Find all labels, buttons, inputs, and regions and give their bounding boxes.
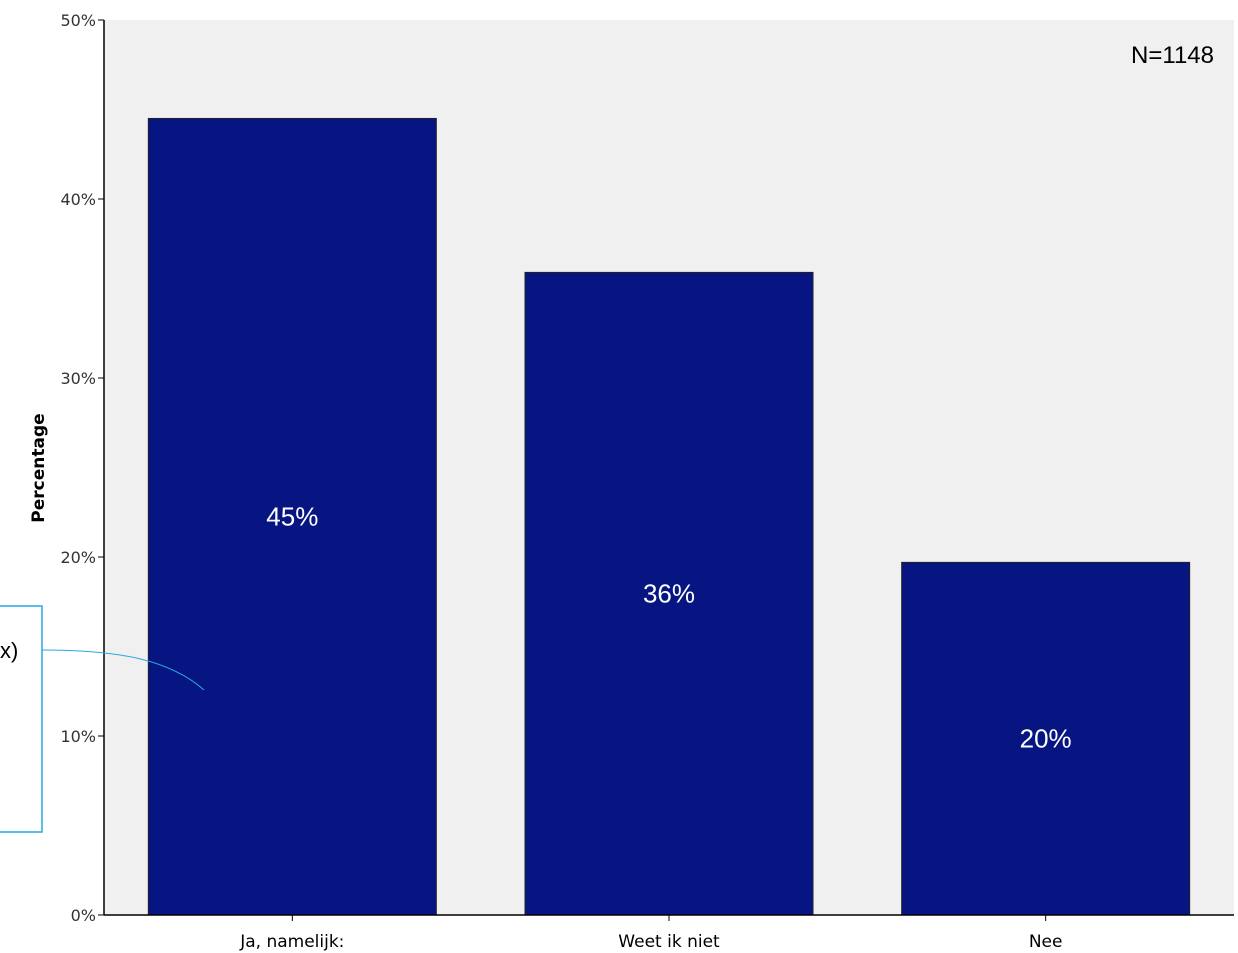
y-tick-label: 30% [60,369,96,388]
callout-text: x) [0,638,18,663]
callout: x) [0,605,205,833]
bar [524,271,814,916]
y-axis-title: Percentage [29,413,49,522]
callout-connector [41,649,205,691]
y-tick-label: 0% [71,906,96,925]
bar-data-label: 45% [266,502,318,532]
bar-data-label: 36% [643,579,695,609]
x-tick-label: Weet ik niet [618,932,720,952]
y-tick-label: 10% [60,727,96,746]
x-tick-label: Nee [1029,932,1063,952]
sample-size-annotation: N=1148 [1131,42,1214,69]
bar [147,117,437,916]
x-tick-label: Ja, namelijk: [239,932,344,952]
y-tick-label: 40% [60,190,96,209]
bars-layer: 45% 36% 20% [147,117,1191,916]
y-tick-label: 50% [60,11,96,30]
bar-data-label: 20% [1020,724,1072,754]
callout-box [0,605,43,833]
bar [901,561,1191,916]
y-tick-label: 20% [60,548,96,567]
axis-layer: Ja, namelijk: Weet ik niet Nee 0% 10% 20% 30% 4… [60,11,1234,952]
